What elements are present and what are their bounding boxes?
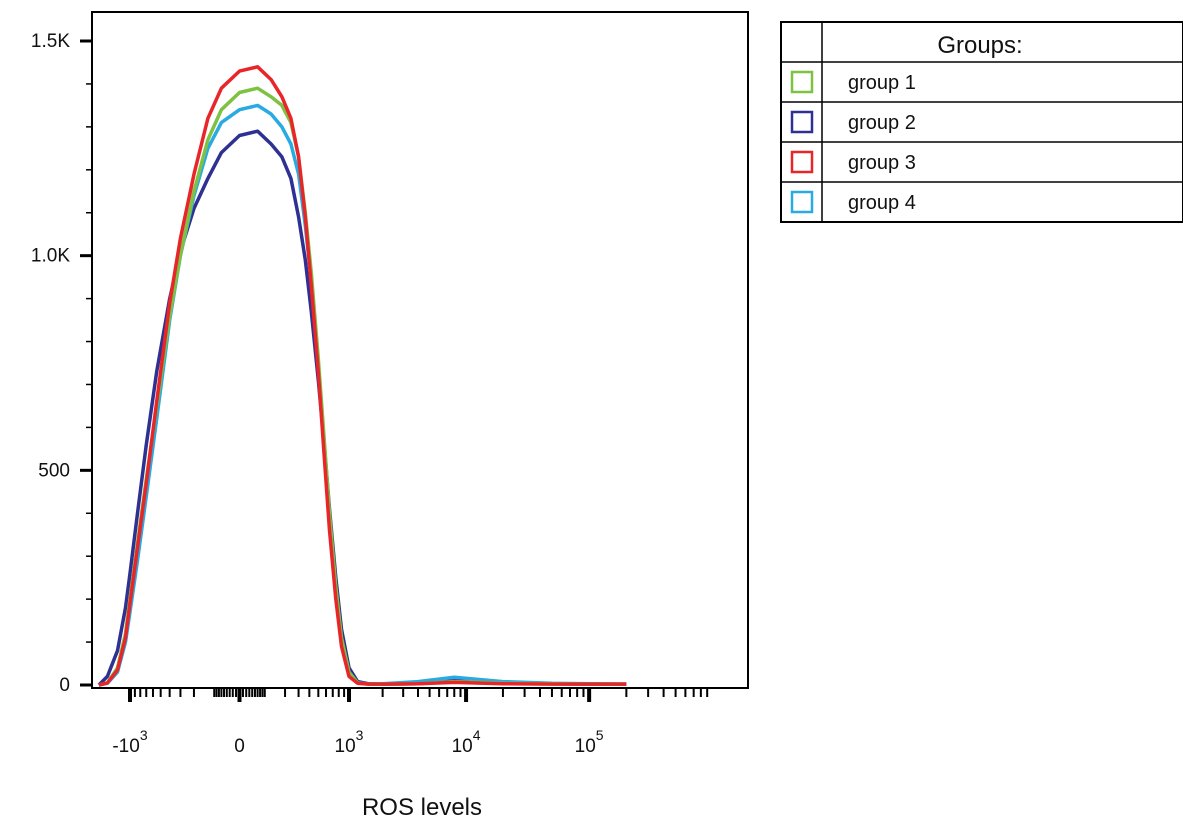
plot-area	[97, 65, 627, 687]
x-tick-label: 0	[234, 736, 245, 757]
x-tick-base: -10	[112, 736, 139, 757]
y-tick-label: 500	[38, 460, 70, 481]
y-axis: 0 500 1.0K 1.5K	[31, 31, 92, 696]
y-tick-label: 0	[59, 675, 70, 696]
series-line-3	[98, 65, 627, 687]
legend-swatch	[790, 150, 814, 174]
x-tick-label: 105	[575, 727, 604, 757]
legend-label: group 3	[848, 152, 916, 174]
plot-frame	[91, 11, 749, 689]
x-tick-base: 0	[234, 736, 245, 757]
x-tick-label: -103	[112, 727, 147, 757]
y-tick-label: 1.0K	[31, 246, 70, 267]
x-tick-base: 10	[575, 736, 596, 757]
x-tick-exponent: 3	[140, 727, 148, 743]
x-tick-exponent: 4	[473, 727, 481, 743]
x-tick-base: 10	[452, 736, 473, 757]
legend-swatch	[790, 190, 814, 214]
legend-swatch	[790, 70, 814, 94]
legend-swatch	[790, 110, 814, 134]
legend: Groups: group 1 group 2 group 3 group 4	[780, 21, 1183, 223]
x-tick-exponent: 3	[356, 727, 364, 743]
y-tick-label: 1.5K	[31, 31, 70, 52]
legend-frame	[780, 21, 1183, 223]
legend-label: group 1	[848, 72, 916, 94]
legend-title: Groups:	[937, 32, 1022, 59]
legend-rows: group 1 group 2 group 3 group 4	[781, 70, 1183, 214]
x-axis-label: ROS levels	[362, 794, 482, 819]
x-tick-base: 10	[335, 736, 356, 757]
legend-label: group 2	[848, 112, 916, 134]
x-tick-label: 103	[335, 727, 364, 757]
x-tick-label: 104	[452, 727, 481, 757]
x-tick-exponent: 5	[596, 727, 604, 743]
legend-label: group 4	[848, 192, 916, 214]
